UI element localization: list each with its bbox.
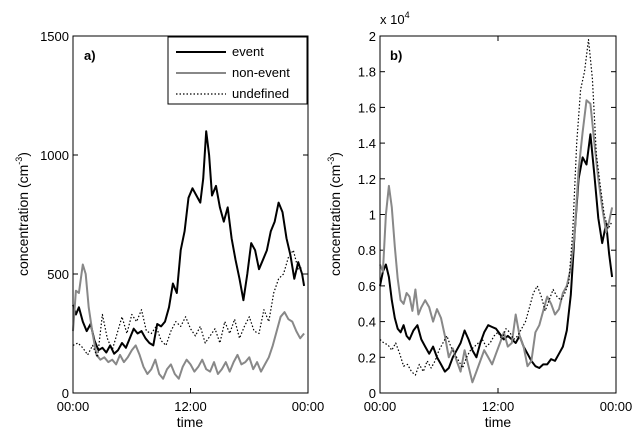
legend: event non-event undefined [167, 36, 308, 105]
panel-b-ticks: 0 0.2 0.4 0.6 0.8 1 1.2 1.4 1.6 1.8 2 00:00 12:00 00:… [358, 29, 632, 414]
panel-b-series-undefined [379, 38, 613, 376]
panel-b-xtick-label: 00:00 [364, 399, 397, 414]
panel-a-ylabel: concentration (cm-3) [14, 152, 31, 276]
panel-a-axes-frame [72, 35, 309, 394]
panel-b-ylabel-sup: -3 [326, 157, 336, 165]
panel-a-ylabel-main: concentration (cm [15, 165, 31, 276]
panel-a-label: a) [84, 48, 96, 63]
panel-b-scale-factor: x 104 [380, 10, 410, 27]
legend-box [167, 36, 308, 105]
panel-b-ytick-label: 0.4 [358, 315, 376, 330]
legend-label-event: event [232, 44, 264, 59]
panel-b-ytick-label: 0 [369, 386, 376, 401]
panel-b-ylabel: concentration (cm-3) [326, 152, 343, 276]
panel-b-ytick-label: 0.6 [358, 279, 376, 294]
panel-b-label: b) [390, 48, 402, 63]
panel-a-xtick-label: 00:00 [57, 399, 90, 414]
panel-b-ytick-label: 1.4 [358, 136, 376, 151]
panel-a-ytick-label: 1500 [40, 29, 69, 44]
panel-a: 0 500 1000 1500 00:00 12:00 00:00 a) time conc… [14, 29, 324, 430]
panel-b-series-non-event [379, 99, 614, 384]
panel-a-ytick-label: 0 [62, 386, 69, 401]
panel-b-ytick-label: 1.8 [358, 65, 376, 80]
panel-a-ylabel-sup: -3 [14, 157, 24, 165]
panel-b-scale-exp: 4 [405, 10, 410, 20]
legend-label-undefined: undefined [232, 86, 289, 101]
panel-b-ytick-label: 1 [369, 208, 376, 223]
panel-a-ylabel-tail: ) [15, 152, 31, 157]
panel-b-ytick-label: 2 [369, 29, 376, 44]
panel-b-xlabel: time [485, 414, 512, 430]
panel-b-ylabel-tail: ) [327, 152, 343, 157]
panel-b-series-event [379, 133, 614, 373]
panel-b: 0 0.2 0.4 0.6 0.8 1 1.2 1.4 1.6 1.8 2 00:00 12:00 00:… [326, 10, 632, 430]
panel-a-ytick-label: 500 [47, 267, 69, 282]
panel-a-ticks: 0 500 1000 1500 00:00 12:00 00:00 [40, 29, 324, 414]
panel-b-ytick-label: 0.2 [358, 350, 376, 365]
panel-b-scale-prefix: x 10 [380, 12, 405, 27]
legend-label-non-event: non-event [232, 65, 290, 80]
panel-b-ylabel-main: concentration (cm [327, 165, 343, 276]
panel-b-ytick-label: 0.8 [358, 243, 376, 258]
panel-b-axes-frame [379, 35, 617, 394]
panel-a-xtick-label: 12:00 [174, 399, 207, 414]
panel-a-ytick-label: 1000 [40, 148, 69, 163]
panel-b-ytick-label: 1.2 [358, 172, 376, 187]
panel-b-ytick-label: 1.6 [358, 100, 376, 115]
panel-b-xtick-label: 00:00 [600, 399, 633, 414]
panel-a-series-event [72, 130, 306, 355]
panel-a-series-non-event [72, 263, 305, 380]
panel-b-xtick-label: 12:00 [482, 399, 515, 414]
panel-a-xtick-label: 00:00 [292, 399, 325, 414]
panel-a-xlabel: time [177, 414, 204, 430]
panel-b-series [379, 38, 614, 384]
panel-a-series-undefined [72, 249, 304, 358]
panel-a-series [72, 130, 306, 380]
